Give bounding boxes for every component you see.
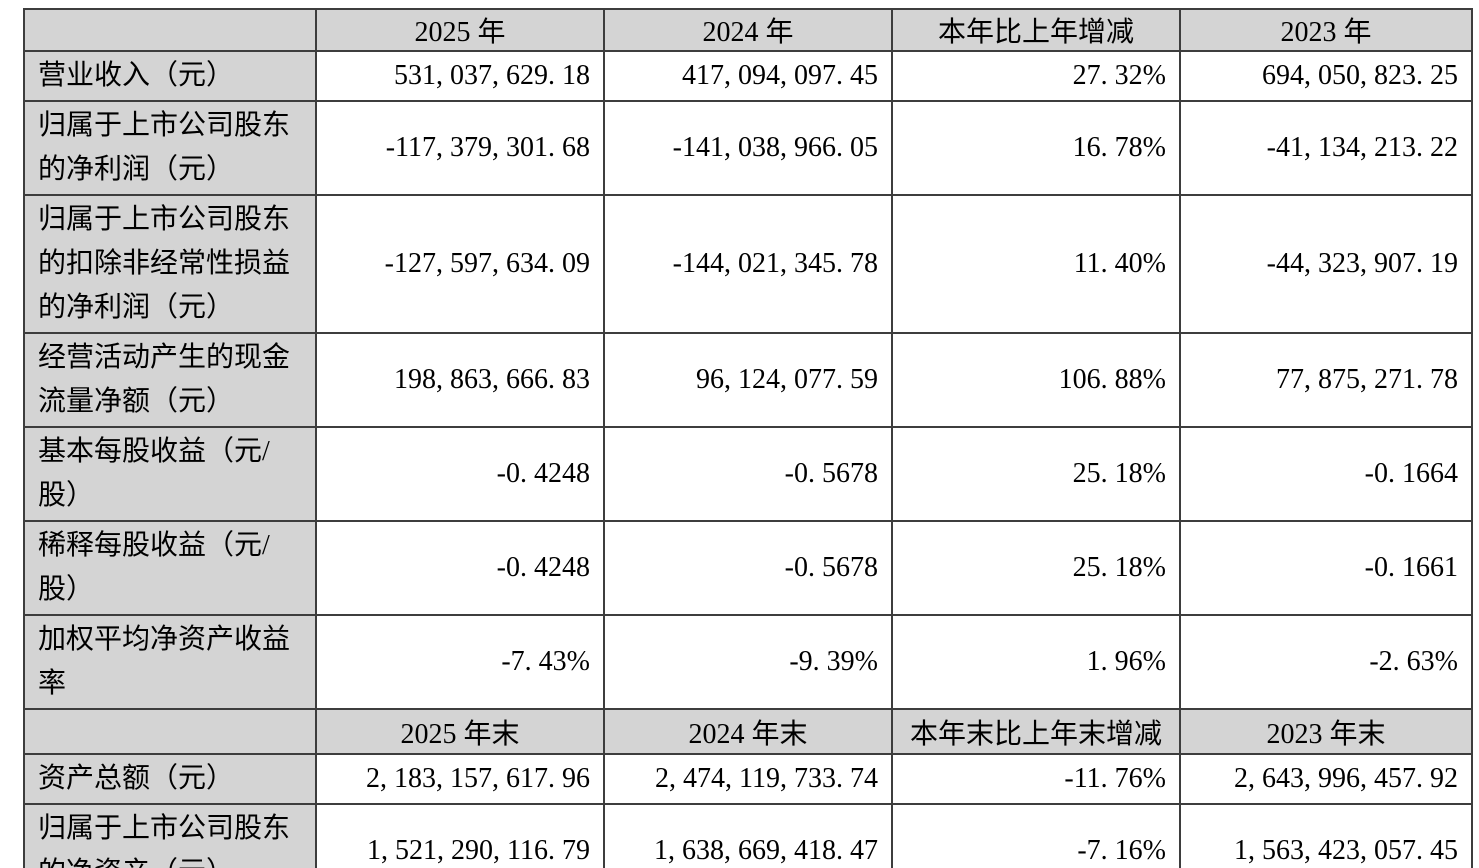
value-cell: 1, 521, 290, 116. 79	[315, 803, 605, 868]
value-cell: 27. 32%	[891, 50, 1181, 102]
value-cell: 2, 474, 119, 733. 74	[603, 753, 893, 805]
table-row-net-profit-excl-nonrecurring: 归属于上市公司股东的扣除非经常性损益的净利润（元） -127, 597, 634…	[23, 194, 1473, 334]
column-header-2023-end: 2023 年末	[1179, 708, 1473, 755]
value-cell: 11. 40%	[891, 194, 1181, 334]
value-cell: -0. 1661	[1179, 520, 1473, 616]
value-cell: -0. 5678	[603, 520, 893, 616]
row-header-cell: 稀释每股收益（元/股）	[23, 520, 317, 616]
row-header-cell: 营业收入（元）	[23, 50, 317, 102]
row-header-cell: 加权平均净资产收益率	[23, 614, 317, 710]
value-cell: 25. 18%	[891, 520, 1181, 616]
value-cell: 694, 050, 823. 25	[1179, 50, 1473, 102]
value-cell: 2, 643, 996, 457. 92	[1179, 753, 1473, 805]
value-cell: 531, 037, 629. 18	[315, 50, 605, 102]
table-row-revenue: 营业收入（元） 531, 037, 629. 18 417, 094, 097.…	[23, 50, 1473, 102]
row-header-cell: 资产总额（元）	[23, 753, 317, 805]
row-header-cell: 基本每股收益（元/股）	[23, 426, 317, 522]
value-cell: -144, 021, 345. 78	[603, 194, 893, 334]
value-cell: 96, 124, 077. 59	[603, 332, 893, 428]
value-cell: -0. 5678	[603, 426, 893, 522]
column-header-2025-end: 2025 年末	[315, 708, 605, 755]
value-cell: -41, 134, 213. 22	[1179, 100, 1473, 196]
column-header-2025: 2025 年	[315, 8, 605, 52]
table-row-weighted-avg-roe: 加权平均净资产收益率 -7. 43% -9. 39% 1. 96% -2. 63…	[23, 614, 1473, 710]
value-cell: -0. 4248	[315, 520, 605, 616]
value-cell: -11. 76%	[891, 753, 1181, 805]
value-cell: -0. 1664	[1179, 426, 1473, 522]
table-row-net-profit: 归属于上市公司股东的净利润（元） -117, 379, 301. 68 -141…	[23, 100, 1473, 196]
table-row-net-assets: 归属于上市公司股东的净资产（元） 1, 521, 290, 116. 79 1,…	[23, 803, 1473, 868]
column-header-2024-end: 2024 年末	[603, 708, 893, 755]
value-cell: -2. 63%	[1179, 614, 1473, 710]
financial-summary-table: 2025 年 2024 年 本年比上年增减 2023 年 营业收入（元） 531…	[23, 8, 1473, 868]
value-cell: 417, 094, 097. 45	[603, 50, 893, 102]
value-cell: 77, 875, 271. 78	[1179, 332, 1473, 428]
table-row-basic-eps: 基本每股收益（元/股） -0. 4248 -0. 5678 25. 18% -0…	[23, 426, 1473, 522]
value-cell: -7. 43%	[315, 614, 605, 710]
value-cell: 25. 18%	[891, 426, 1181, 522]
table-header-row-year-end: 2025 年末 2024 年末 本年末比上年末增减 2023 年末	[23, 708, 1473, 755]
table-header-row-annual: 2025 年 2024 年 本年比上年增减 2023 年	[23, 8, 1473, 52]
table-row-diluted-eps: 稀释每股收益（元/股） -0. 4248 -0. 5678 25. 18% -0…	[23, 520, 1473, 616]
corner-cell	[23, 8, 317, 52]
row-header-cell: 归属于上市公司股东的净资产（元）	[23, 803, 317, 868]
value-cell: 1. 96%	[891, 614, 1181, 710]
value-cell: 2, 183, 157, 617. 96	[315, 753, 605, 805]
value-cell: 106. 88%	[891, 332, 1181, 428]
column-header-year-end-change: 本年末比上年末增减	[891, 708, 1181, 755]
value-cell: -44, 323, 907. 19	[1179, 194, 1473, 334]
value-cell: -117, 379, 301. 68	[315, 100, 605, 196]
row-header-cell: 经营活动产生的现金流量净额（元）	[23, 332, 317, 428]
value-cell: 1, 638, 669, 418. 47	[603, 803, 893, 868]
column-header-2024: 2024 年	[603, 8, 893, 52]
value-cell: -127, 597, 634. 09	[315, 194, 605, 334]
value-cell: 198, 863, 666. 83	[315, 332, 605, 428]
row-header-cell: 归属于上市公司股东的净利润（元）	[23, 100, 317, 196]
table-row-total-assets: 资产总额（元） 2, 183, 157, 617. 96 2, 474, 119…	[23, 753, 1473, 805]
value-cell: -141, 038, 966. 05	[603, 100, 893, 196]
value-cell: 1, 563, 423, 057. 45	[1179, 803, 1473, 868]
value-cell: -0. 4248	[315, 426, 605, 522]
column-header-yoy-change: 本年比上年增减	[891, 8, 1181, 52]
table-row-operating-cash-flow: 经营活动产生的现金流量净额（元） 198, 863, 666. 83 96, 1…	[23, 332, 1473, 428]
row-header-cell: 归属于上市公司股东的扣除非经常性损益的净利润（元）	[23, 194, 317, 334]
corner-cell	[23, 708, 317, 755]
value-cell: 16. 78%	[891, 100, 1181, 196]
column-header-2023: 2023 年	[1179, 8, 1473, 52]
value-cell: -7. 16%	[891, 803, 1181, 868]
value-cell: -9. 39%	[603, 614, 893, 710]
